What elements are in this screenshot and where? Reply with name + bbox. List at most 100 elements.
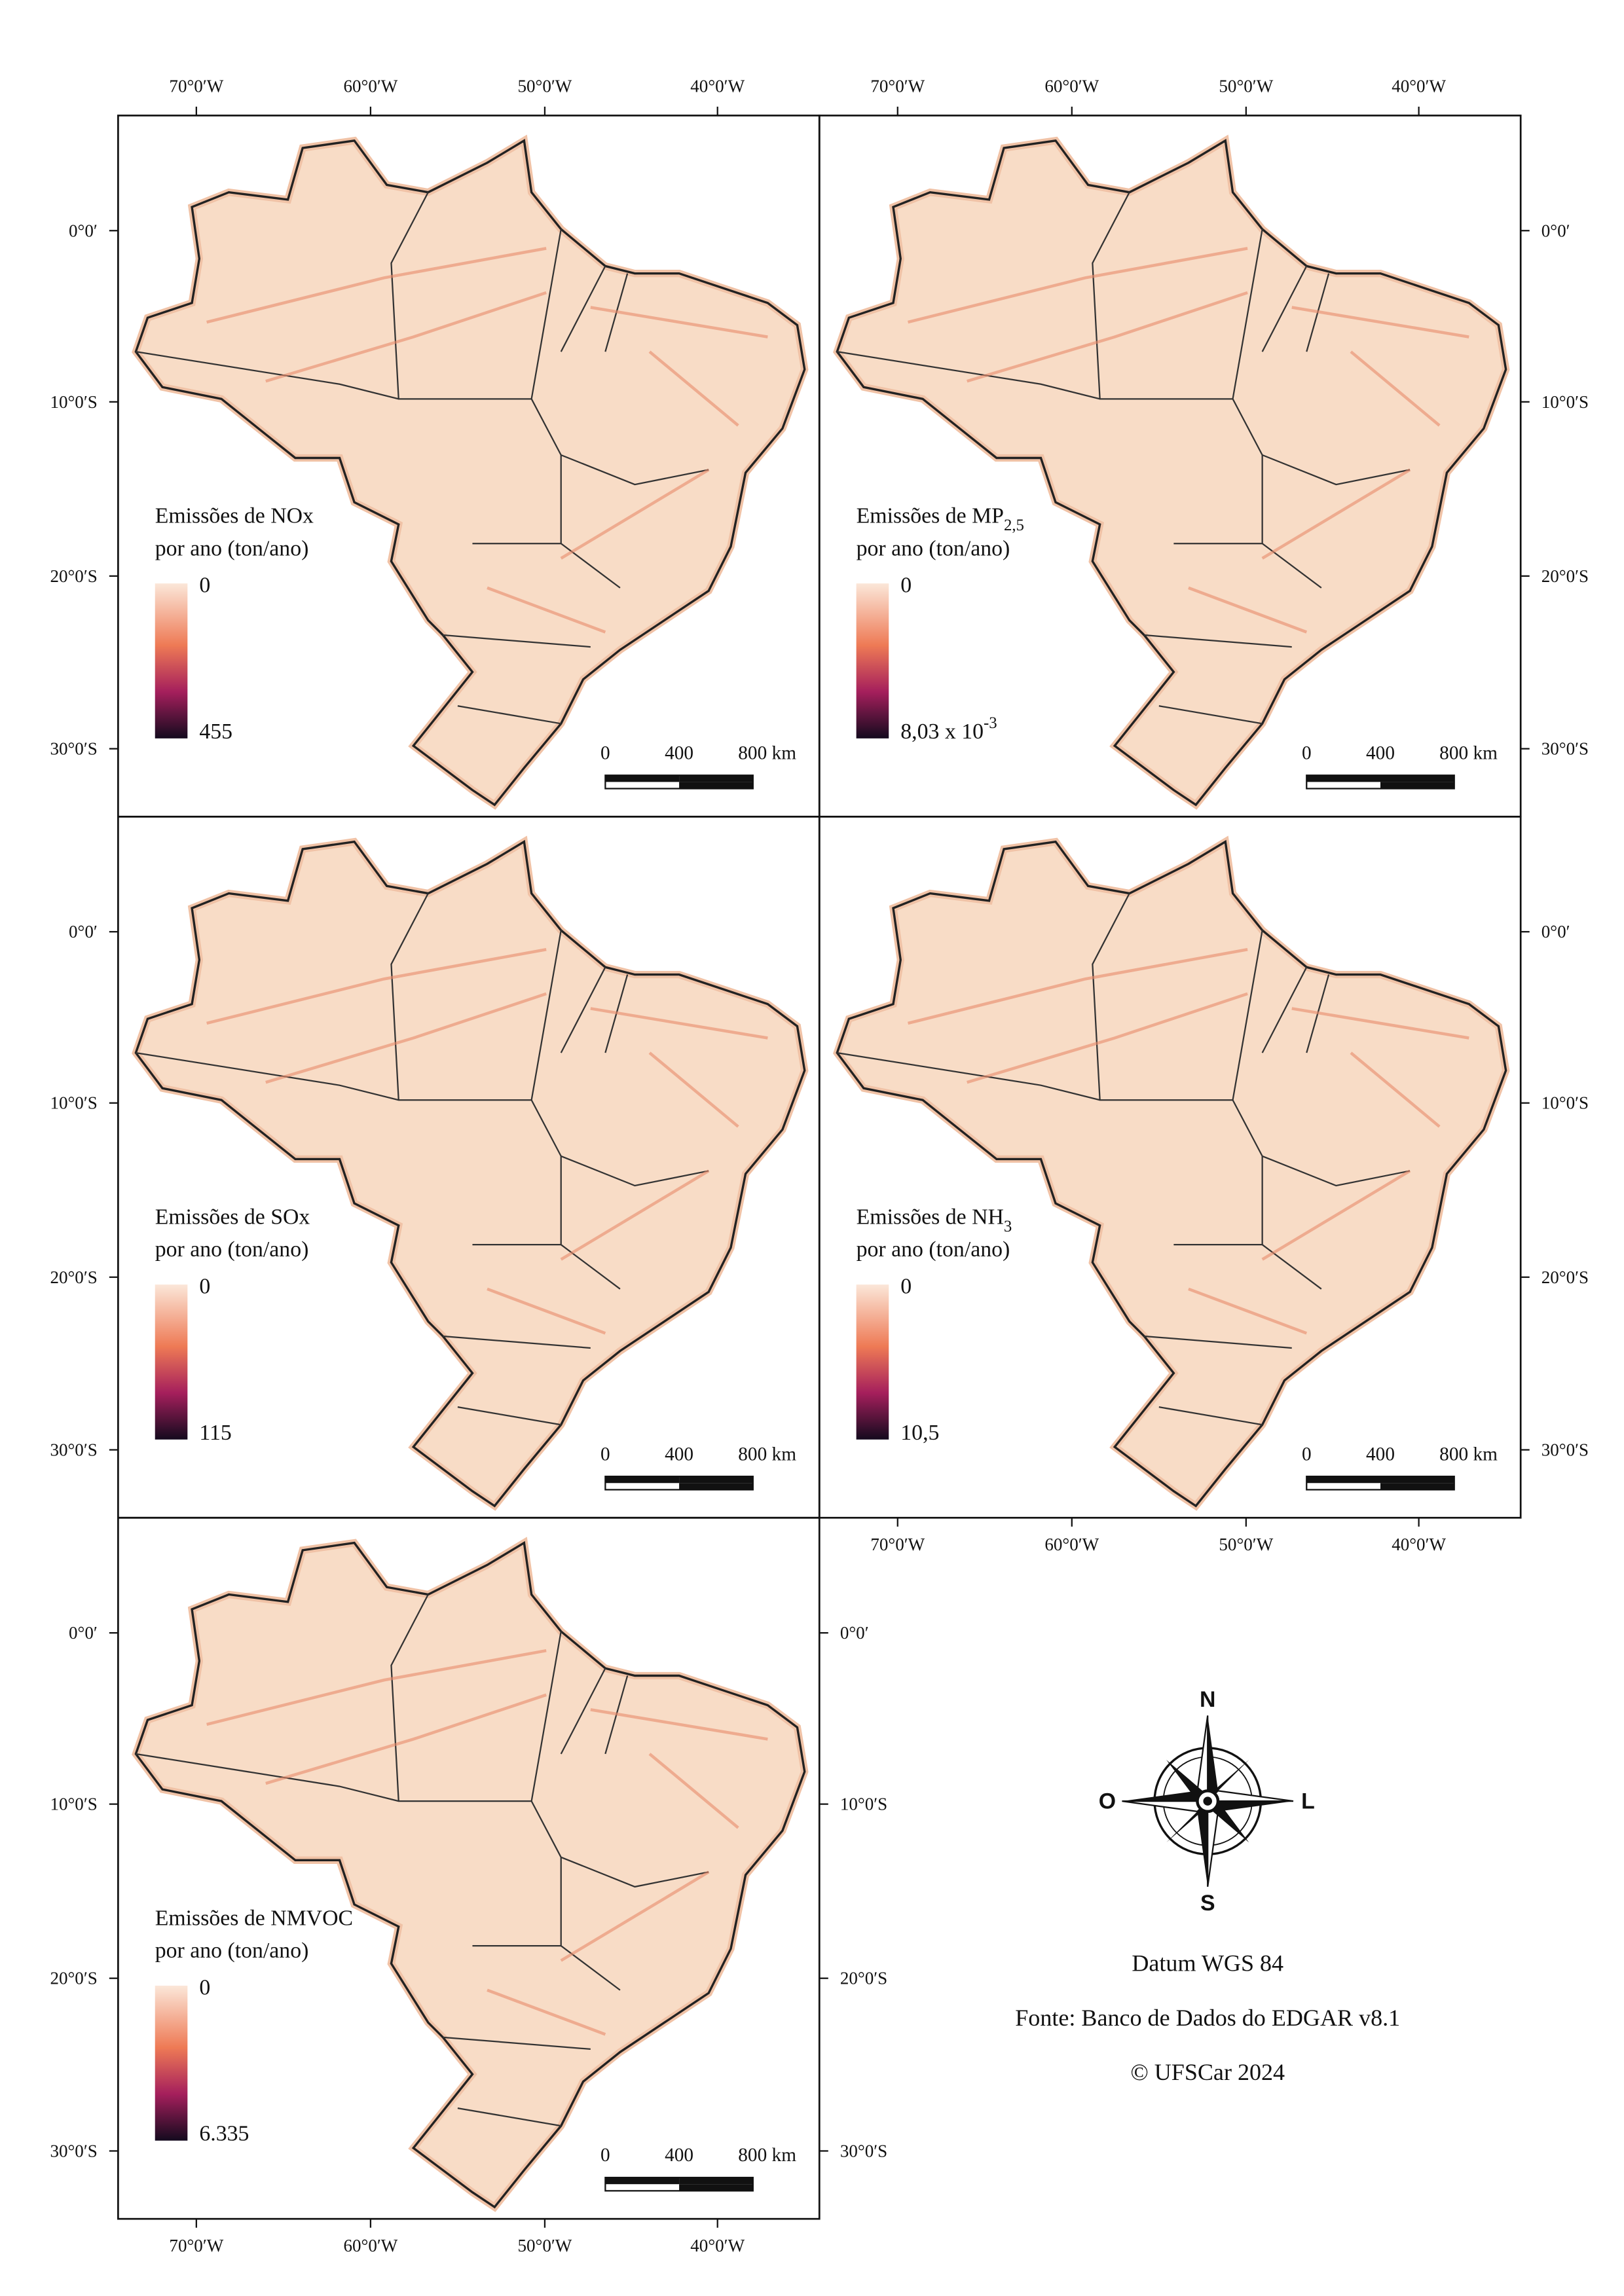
legend-title-text: Emissões de NH: [857, 1205, 1004, 1230]
scale-label: 800 km: [738, 742, 796, 763]
scale-label: 400: [665, 1444, 693, 1465]
compass-south: S: [1200, 1891, 1215, 1916]
lon-label: 60°0′W: [343, 76, 397, 96]
legend-title-text: Emissões de NMVOC: [155, 1906, 353, 1931]
lat-label: 20°0′S: [50, 566, 97, 586]
lat-label: 20°0′S: [1541, 566, 1589, 586]
legend-subtitle: por ano (ton/ano): [857, 536, 1010, 560]
lat-label: 10°0′S: [50, 1795, 97, 1814]
scale-label: 800 km: [738, 1444, 796, 1465]
legend-title: Emissões de SOx: [155, 1205, 310, 1230]
scale-label: 0: [600, 742, 610, 763]
scale-bar-segment: [679, 782, 753, 789]
lon-label: 40°0′W: [1392, 1535, 1446, 1554]
footer-text: © UFSCar 2024: [1130, 2059, 1285, 2085]
scale-bar-segment: [1380, 775, 1454, 782]
lon-label: 50°0′W: [518, 2236, 572, 2255]
scale-label: 0: [600, 1444, 610, 1465]
compass-north: N: [1200, 1687, 1215, 1712]
lon-label: 50°0′W: [1219, 76, 1273, 96]
legend-subtitle: por ano (ton/ano): [857, 1237, 1010, 1262]
legend-max-text: 455: [199, 720, 232, 744]
lat-label: 10°0′S: [1541, 392, 1589, 412]
lon-label: 70°0′W: [169, 2236, 223, 2255]
legend-max-text: 8,03 x 10: [900, 720, 984, 744]
legend-min: 0: [900, 1275, 912, 1299]
lon-label: 50°0′W: [518, 76, 572, 96]
panel-frame: [818, 816, 1522, 1519]
lon-label: 60°0′W: [343, 2236, 397, 2255]
legend-title-subscript: 3: [1004, 1218, 1012, 1235]
lat-label: 10°0′S: [50, 1093, 97, 1113]
brazil-map: [136, 842, 804, 1506]
map-panel: 0°0′ 10°0′S 20°0′S 30°0′S 70°0′W 60°0′W 50°0′W…: [818, 816, 1589, 1554]
legend-title-text: Emissões de MP: [857, 504, 1004, 528]
legend-max-text: 10,5: [900, 1421, 939, 1445]
lat-label: 0°0′: [1541, 922, 1570, 941]
legend-max: 455: [199, 720, 232, 744]
scale-label: 800 km: [738, 2145, 796, 2166]
lat-label: 30°0′S: [50, 1440, 97, 1460]
compass-east: L: [1301, 1789, 1315, 1813]
legend-max-text: 115: [199, 1421, 231, 1445]
legend-min: 0: [199, 1275, 210, 1299]
legend-title-subscript: 2,5: [1004, 517, 1024, 534]
brazil-map: [837, 141, 1505, 805]
legend-max-exponent: -3: [984, 714, 997, 732]
map-panel: 0°0′ 10°0′S 20°0′S 30°0′S 0°0′ 10°0′S 20°0′S 30…: [50, 1516, 887, 2255]
scale-bar-segment: [605, 775, 680, 782]
scale-label: 400: [665, 742, 693, 763]
scale-bar-segment: [1306, 1476, 1380, 1484]
lat-label: 30°0′S: [50, 739, 97, 759]
map-panel: 70°0′W 60°0′W 50°0′W 40°0′W 0°0′ 10°0′S 20°0′S…: [818, 76, 1589, 818]
scale-label: 400: [665, 2145, 693, 2166]
scale-label: 0: [1302, 1444, 1312, 1465]
legend-title: Emissões de NMVOC: [155, 1906, 353, 1931]
lat-label: 0°0′: [69, 922, 98, 941]
lat-label: 0°0′: [1541, 221, 1570, 240]
legend-title: Emissões de NH3: [857, 1205, 1012, 1235]
legend-ramp: [155, 583, 188, 738]
lat-label: 20°0′S: [1541, 1267, 1589, 1287]
compass-west: O: [1099, 1789, 1116, 1813]
lon-label: 60°0′W: [1044, 1535, 1099, 1554]
lon-label: 70°0′W: [169, 76, 223, 96]
footer-text: Datum WGS 84: [1132, 1950, 1283, 1976]
scale-bar-segment: [1380, 1476, 1454, 1484]
scale-label: 800 km: [1439, 1444, 1498, 1465]
legend-max: 10,5: [900, 1421, 939, 1445]
lat-label: 20°0′S: [840, 1969, 887, 1988]
scale-bar-segment: [1380, 1483, 1454, 1490]
legend-title-text: Emissões de SOx: [155, 1205, 310, 1230]
legend-title-text: Emissões de NOx: [155, 504, 314, 528]
brazil-map: [837, 842, 1505, 1506]
legend-title: Emissões de NOx: [155, 504, 314, 528]
scale-bar-segment: [1306, 775, 1380, 782]
lat-label: 30°0′S: [1541, 1440, 1589, 1460]
lon-label: 50°0′W: [1219, 1535, 1273, 1554]
map-panel: 70°0′W 60°0′W 50°0′W 40°0′W 0°0′ 10°0′S 20°0′S…: [50, 76, 821, 818]
lat-label: 0°0′: [840, 1623, 869, 1643]
lon-label: 60°0′W: [1044, 76, 1099, 96]
scale-label: 800 km: [1439, 742, 1498, 763]
scale-bar-segment: [1380, 782, 1454, 789]
legend-max: 8,03 x 10-3: [900, 714, 997, 744]
map-panels: 70°0′W 60°0′W 50°0′W 40°0′W 0°0′ 10°0′S 20°0′S…: [50, 76, 1589, 2255]
legend-ramp: [856, 1285, 889, 1440]
legend-max: 115: [199, 1421, 231, 1445]
lat-label: 30°0′S: [840, 2141, 887, 2160]
scale-bar-segment: [679, 775, 753, 782]
footer-text: Fonte: Banco de Dados do EDGAR v8.1: [1015, 2005, 1400, 2031]
legend-ramp: [155, 1985, 188, 2141]
scale-bar-segment: [679, 2184, 753, 2191]
lon-label: 70°0′W: [870, 76, 925, 96]
scale-bar-segment: [605, 1476, 680, 1484]
scale-bar-segment: [679, 1483, 753, 1490]
lat-label: 10°0′S: [50, 392, 97, 412]
legend-max-text: 6.335: [199, 2122, 249, 2146]
scale-label: 0: [600, 2145, 610, 2166]
map-panel: 0°0′ 10°0′S 20°0′S 30°0′S Emissões de SOx por…: [50, 816, 821, 1519]
lat-label: 30°0′S: [50, 2141, 97, 2160]
scale-bar-segment: [679, 1476, 753, 1484]
